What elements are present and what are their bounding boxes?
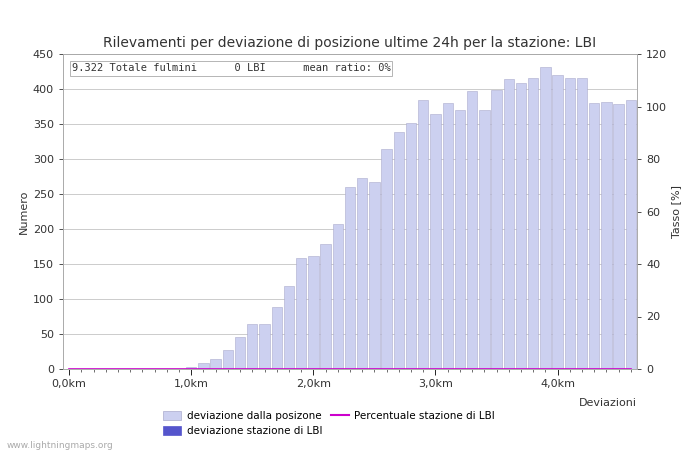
- Text: www.lightningmaps.org: www.lightningmaps.org: [7, 441, 113, 450]
- Bar: [321, 244, 331, 369]
- Bar: [589, 103, 599, 369]
- Bar: [626, 99, 636, 369]
- Bar: [430, 113, 441, 369]
- Bar: [418, 100, 428, 369]
- Bar: [552, 75, 563, 369]
- Bar: [198, 364, 209, 369]
- Bar: [369, 182, 379, 369]
- Text: 9.322 Totale fulmini      0 LBI      mean ratio: 0%: 9.322 Totale fulmini 0 LBI mean ratio: 0…: [71, 63, 391, 73]
- Y-axis label: Numero: Numero: [19, 189, 29, 234]
- Title: Rilevamenti per deviazione di posizione ultime 24h per la stazione: LBI: Rilevamenti per deviazione di posizione …: [104, 36, 596, 50]
- Legend: deviazione dalla posizone, deviazione stazione di LBI, Percentuale stazione di L: deviazione dalla posizone, deviazione st…: [159, 407, 499, 440]
- Bar: [382, 149, 392, 369]
- Bar: [540, 67, 551, 369]
- Bar: [223, 350, 233, 369]
- Bar: [211, 359, 221, 369]
- Bar: [516, 83, 526, 369]
- Bar: [284, 286, 294, 369]
- Bar: [406, 122, 416, 369]
- Bar: [272, 307, 282, 369]
- Bar: [601, 102, 612, 369]
- Bar: [565, 78, 575, 369]
- Bar: [455, 110, 465, 369]
- Bar: [503, 79, 514, 369]
- Bar: [491, 90, 502, 369]
- Text: Deviazioni: Deviazioni: [579, 398, 637, 408]
- Bar: [247, 324, 258, 369]
- Bar: [332, 224, 343, 369]
- Bar: [467, 91, 477, 369]
- Bar: [345, 187, 355, 369]
- Bar: [577, 78, 587, 369]
- Bar: [528, 78, 538, 369]
- Bar: [296, 258, 307, 369]
- Bar: [235, 337, 245, 369]
- Bar: [259, 324, 270, 369]
- Bar: [393, 132, 404, 369]
- Bar: [357, 178, 368, 369]
- Y-axis label: Tasso [%]: Tasso [%]: [671, 185, 681, 238]
- Bar: [308, 256, 318, 369]
- Bar: [613, 104, 624, 369]
- Bar: [442, 103, 453, 369]
- Bar: [186, 367, 197, 369]
- Bar: [479, 110, 489, 369]
